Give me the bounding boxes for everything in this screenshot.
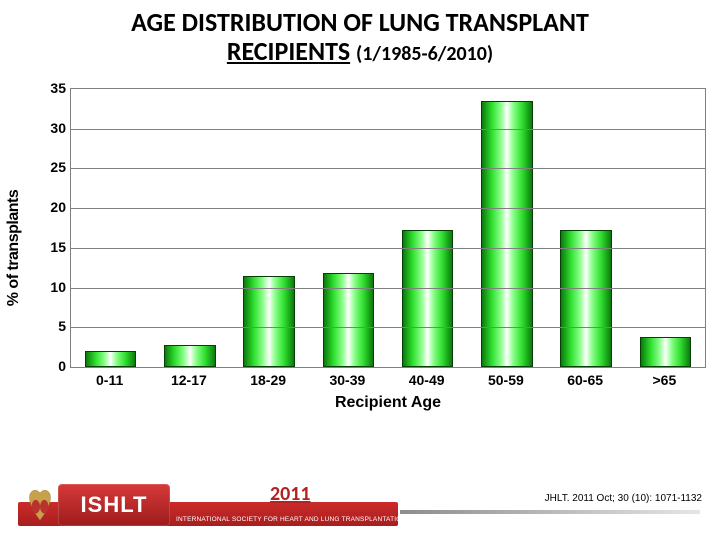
x-axis-label: Recipient Age [70, 394, 706, 412]
y-tick: 20 [50, 199, 66, 215]
x-tick: 18-29 [250, 372, 286, 388]
year-badge: 2011 [270, 482, 311, 506]
bar [164, 345, 216, 367]
x-axis-ticks: 0-11 12-17 18-29 30-39 40-49 50-59 60-65 >65 [70, 372, 706, 392]
grid-line [71, 248, 705, 249]
bars-layer [71, 89, 705, 367]
x-tick: 12-17 [171, 372, 207, 388]
bar-chart: % of transplants 05101520253035 0-1112-1… [36, 88, 706, 408]
y-axis-ticks: 05101520253035 [36, 88, 70, 368]
x-tick: 30-39 [329, 372, 365, 388]
x-tick: 60-65 [567, 372, 603, 388]
slide-title: AGE DISTRIBUTION OF LUNG TRANSPLANT RECI… [0, 0, 720, 65]
grid-line [71, 327, 705, 328]
y-tick: 10 [50, 279, 66, 295]
x-tick: 50-59 [488, 372, 524, 388]
y-tick: 15 [50, 239, 66, 255]
x-tick: 40-49 [409, 372, 445, 388]
y-tick: 0 [58, 358, 66, 374]
x-tick: 0-11 [96, 372, 123, 388]
y-tick: 30 [50, 120, 66, 136]
logo-acronym: ISHLT [58, 484, 170, 526]
y-tick: 5 [58, 318, 66, 334]
bar [402, 230, 454, 367]
bar [85, 351, 137, 367]
bar [243, 276, 295, 367]
footer: ISHLT INTERNATIONAL SOCIETY FOR HEART AN… [0, 450, 720, 540]
slide: AGE DISTRIBUTION OF LUNG TRANSPLANT RECI… [0, 0, 720, 540]
y-tick: 35 [50, 80, 66, 96]
plot-area [70, 88, 706, 368]
bar [560, 230, 612, 367]
y-axis-label: % of transplants [5, 190, 23, 306]
bar [640, 337, 692, 367]
grid-line [71, 168, 705, 169]
title-date-range: (1/1985-6/2010) [356, 42, 493, 66]
grid-line [71, 208, 705, 209]
y-tick: 25 [50, 159, 66, 175]
grid-line [71, 129, 705, 130]
x-tick: >65 [653, 372, 677, 388]
grid-line [71, 288, 705, 289]
title-line-2-main: RECIPIENTS [227, 35, 350, 67]
logo-subtitle: INTERNATIONAL SOCIETY FOR HEART AND LUNG… [176, 516, 406, 523]
footer-divider [400, 510, 700, 514]
title-line-1: AGE DISTRIBUTION OF LUNG TRANSPLANT [0, 8, 720, 37]
heart-lungs-icon [26, 488, 54, 522]
citation-text: JHLT. 2011 Oct; 30 (10): 1071-1132 [545, 493, 702, 504]
ishlt-logo: ISHLT INTERNATIONAL SOCIETY FOR HEART AN… [18, 484, 398, 526]
